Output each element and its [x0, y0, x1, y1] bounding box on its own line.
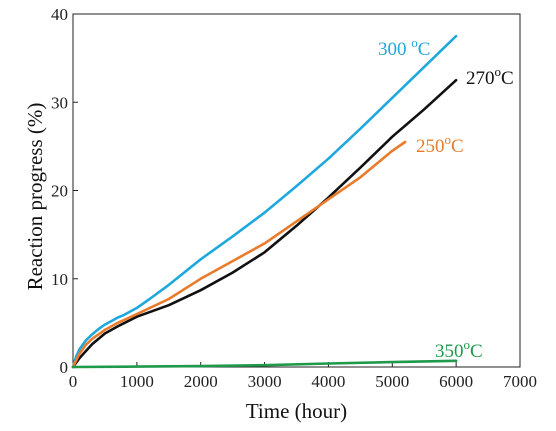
series-label-unit: C	[470, 341, 483, 362]
y-axis-label: Reaction progress (%)	[23, 103, 47, 291]
degree-superscript: o	[445, 132, 452, 147]
y-tick-label-10: 10	[51, 270, 68, 289]
series-label-number: 250	[416, 136, 445, 157]
series-label-270-c: 270oC	[466, 64, 514, 89]
degree-superscript: o	[495, 64, 502, 79]
series-line-270-c	[71, 78, 458, 369]
y-tick-labels: 0 10 20 30 40	[51, 5, 68, 377]
plot-frame	[72, 13, 521, 368]
x-tick-labels: 0 1000 2000 3000 4000 5000 6000 7000	[69, 372, 537, 391]
x-tick-label-0: 0	[69, 372, 78, 391]
series-label-number: 270	[466, 68, 495, 89]
x-tick-label-2000: 2000	[184, 372, 218, 391]
series-label-250-c: 250oC	[416, 132, 464, 157]
x-axis-label: Time (hour)	[246, 399, 347, 423]
y-tick-label-0: 0	[60, 358, 69, 377]
axis-ticks	[72, 13, 521, 368]
x-tick-label-3000: 3000	[248, 372, 282, 391]
y-tick-label-30: 30	[51, 93, 68, 112]
plot-area	[72, 13, 521, 368]
series-line-300-c	[71, 34, 458, 369]
y-tick-label-40: 40	[51, 5, 68, 24]
y-tick-label-20: 20	[51, 182, 68, 201]
degree-superscript: o	[411, 35, 418, 50]
series-lines	[71, 34, 458, 369]
series-line-250-c	[71, 140, 407, 369]
x-tick-label-4000: 4000	[311, 372, 345, 391]
series-label-unit: C	[451, 136, 464, 157]
series-label-unit: C	[501, 68, 514, 89]
x-tick-label-7000: 7000	[503, 372, 537, 391]
x-tick-label-6000: 6000	[439, 372, 473, 391]
series-label-number: 350	[435, 341, 464, 362]
series-label-300-c: 300 oC	[378, 35, 430, 60]
x-tick-label-1000: 1000	[120, 372, 154, 391]
degree-superscript: o	[464, 337, 471, 352]
x-tick-label-5000: 5000	[375, 372, 409, 391]
series-label-number: 300	[378, 39, 411, 60]
series-label-350-c: 350oC	[435, 337, 483, 362]
series-label-unit: C	[418, 39, 431, 60]
series-line-350-c	[71, 359, 458, 369]
